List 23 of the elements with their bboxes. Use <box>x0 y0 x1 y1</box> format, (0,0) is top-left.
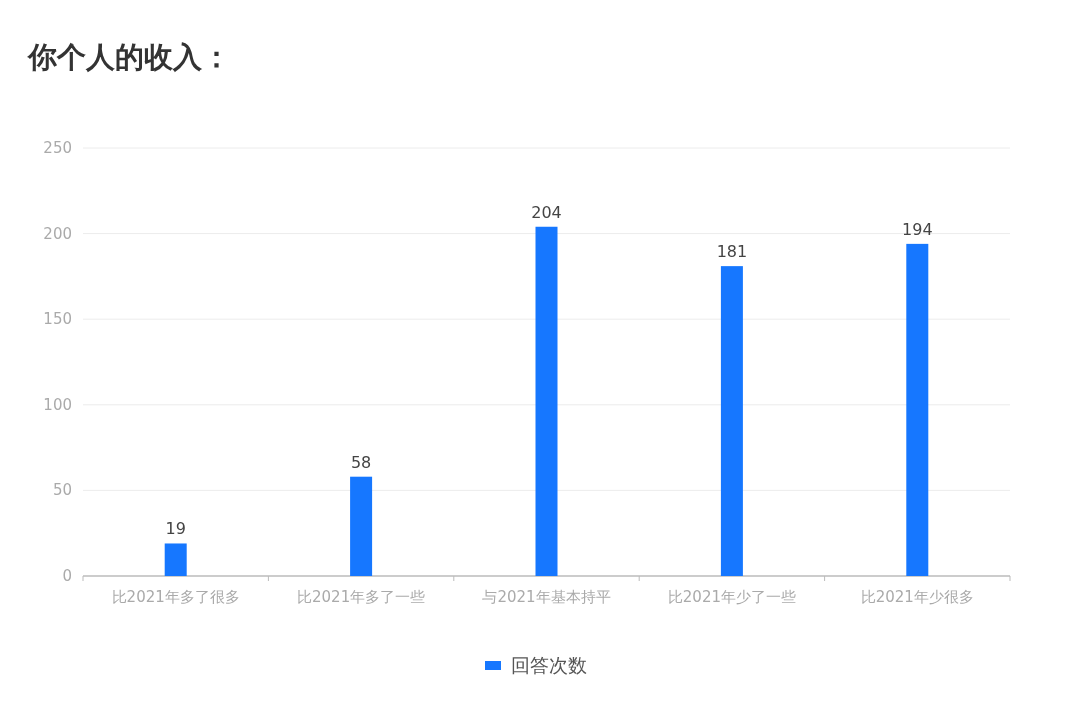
y-tick-label: 50 <box>52 481 72 500</box>
x-tick-label: 比2021年多了一些 <box>297 588 426 606</box>
bar <box>164 543 187 576</box>
bar <box>535 226 558 576</box>
x-tick-label: 比2021年少很多 <box>860 588 974 606</box>
data-label: 58 <box>350 452 372 472</box>
y-tick-label: 100 <box>43 395 72 414</box>
x-tick-label: 与2021年基本持平 <box>482 588 611 606</box>
bar <box>350 476 373 576</box>
x-tick-label: 比2021年多了很多 <box>111 588 240 606</box>
y-tick-label: 0 <box>62 567 72 585</box>
data-label: 181 <box>716 242 748 262</box>
bar <box>906 243 929 576</box>
y-tick-label: 250 <box>43 139 72 157</box>
chart-title: 你个人的收入： <box>26 40 231 74</box>
bar <box>720 266 743 576</box>
x-tick-label: 比2021年少了一些 <box>667 588 796 606</box>
data-label: 19 <box>165 519 186 539</box>
y-tick-label: 150 <box>43 310 72 329</box>
data-label: 194 <box>902 219 933 239</box>
y-tick-label: 200 <box>43 224 72 243</box>
legend-label: 回答次数 <box>511 654 587 676</box>
data-label: 204 <box>531 202 562 222</box>
